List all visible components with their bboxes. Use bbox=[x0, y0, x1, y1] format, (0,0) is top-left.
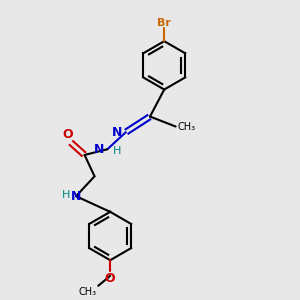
Text: O: O bbox=[105, 272, 116, 285]
Text: O: O bbox=[63, 128, 74, 141]
Text: CH₃: CH₃ bbox=[78, 287, 97, 297]
Text: H: H bbox=[61, 190, 70, 200]
Text: H: H bbox=[112, 146, 121, 156]
Text: N: N bbox=[112, 126, 122, 139]
Text: Br: Br bbox=[157, 17, 171, 28]
Text: CH₃: CH₃ bbox=[177, 122, 195, 131]
Text: N: N bbox=[94, 143, 104, 156]
Text: N: N bbox=[71, 190, 81, 203]
